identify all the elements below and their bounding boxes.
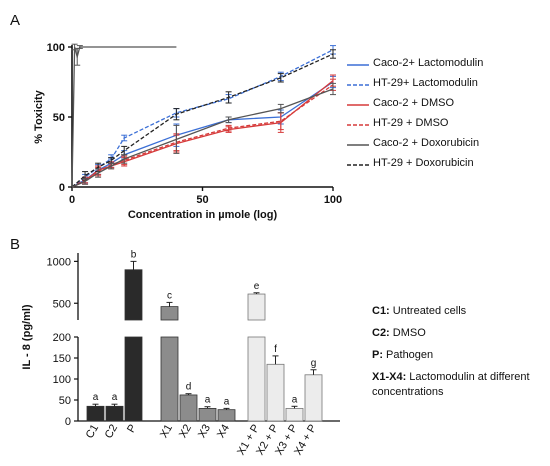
significance-letter: b xyxy=(131,249,137,260)
legend-swatch xyxy=(347,124,369,126)
legend-swatch xyxy=(347,64,369,66)
y-tick-label: 100 xyxy=(53,374,71,386)
x-tick-label: 50 xyxy=(196,194,208,206)
y-axis-label: % Toxicity xyxy=(33,89,45,143)
category-label: X1 xyxy=(158,423,175,441)
significance-letter: c xyxy=(167,290,172,301)
panel-a-label: A xyxy=(10,12,21,29)
significance-letter: a xyxy=(205,395,211,406)
key-item-c2: C2: DMSO xyxy=(372,327,426,339)
bar xyxy=(247,293,266,321)
series-line-6 xyxy=(71,88,334,188)
legend-swatch xyxy=(347,104,369,106)
category-label: X3 xyxy=(196,423,213,441)
legend-swatch xyxy=(347,144,369,146)
legend-entry-label: HT-29 + Doxorubicin xyxy=(373,157,474,169)
legend-swatch xyxy=(347,164,369,166)
y-tick-label: 1000 xyxy=(47,256,71,268)
y-tick-label: 150 xyxy=(53,353,71,365)
significance-letter: a xyxy=(93,392,99,403)
y-tick-label: 0 xyxy=(59,182,65,194)
key-item-c1: C1: Untreated cells xyxy=(372,305,467,317)
key-item-p: P: Pathogen xyxy=(372,349,434,361)
significance-letter: a xyxy=(112,392,118,403)
legend-entry-label: Caco-2+ Lactomodulin xyxy=(373,57,484,69)
legend-entry-label: HT-29+ Lactomodulin xyxy=(373,77,478,89)
category-label: C1 xyxy=(84,423,101,441)
category-label: X2 xyxy=(177,423,194,441)
legend-entry-label: HT-29 + DMSO xyxy=(373,117,449,129)
bar xyxy=(86,405,105,422)
bar xyxy=(124,336,143,422)
legend-entry-label: Caco-2 + DMSO xyxy=(373,97,454,109)
significance-letter: d xyxy=(186,382,192,393)
legend-swatch xyxy=(347,84,369,86)
bar xyxy=(105,405,124,422)
series-line-0 xyxy=(71,81,334,188)
significance-letter: g xyxy=(311,358,317,369)
bar xyxy=(285,407,304,422)
bar xyxy=(124,269,143,321)
y-tick-label: 100 xyxy=(47,42,65,54)
significance-letter: f xyxy=(274,344,277,355)
bar xyxy=(217,409,236,422)
x-tick-label: 0 xyxy=(69,194,75,206)
category-label: X4 xyxy=(215,423,232,441)
y-tick-label: 0 xyxy=(65,416,71,428)
bar xyxy=(198,407,217,422)
bar xyxy=(160,306,179,321)
series-line-2 xyxy=(71,80,334,188)
key-item-x1-x4: X1-X4: Lactomodulin at different concent… xyxy=(372,371,530,398)
x-axis-label: Concentration in µmole (log) xyxy=(128,209,278,221)
toxicity-line-chart: 0 50 100 0 50 100 Concentration in µmole (log)… xyxy=(33,42,342,221)
il8-bar-chart: 500 1000 0 50 100 150 200 IL - 8 (pg/ml) a C1 a C2 b… xyxy=(21,249,340,457)
bar xyxy=(179,394,198,422)
y-tick-label: 50 xyxy=(53,112,65,124)
category-label: P xyxy=(125,423,139,435)
y-tick-label: 500 xyxy=(53,298,71,310)
x-tick-label: 100 xyxy=(324,194,342,206)
significance-letter: a xyxy=(292,394,298,405)
bar xyxy=(247,336,266,422)
panel-b-label: B xyxy=(10,236,21,253)
y-tick-label: 50 xyxy=(59,395,71,407)
bar xyxy=(266,363,285,422)
category-label: C2 xyxy=(103,423,120,441)
significance-letter: e xyxy=(254,281,260,292)
legend-entry-label: Caco-2 + Doxorubicin xyxy=(373,137,480,149)
significance-letter: a xyxy=(224,396,230,407)
y-tick-label: 200 xyxy=(53,332,71,344)
y-axis-label: IL - 8 (pg/ml) xyxy=(21,304,33,370)
series-line-3 xyxy=(71,84,334,188)
bar xyxy=(304,374,323,422)
bar xyxy=(160,336,179,422)
